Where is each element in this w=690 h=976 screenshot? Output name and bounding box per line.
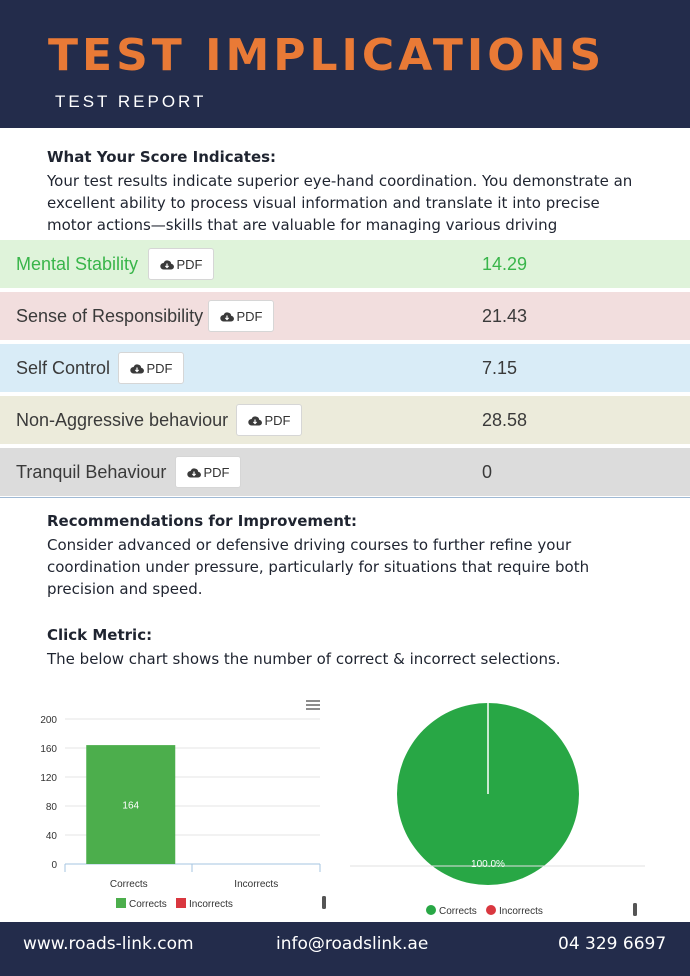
bar-x-tick-label: Corrects bbox=[110, 879, 148, 890]
score-name: Non-Aggressive behaviour bbox=[16, 409, 229, 430]
click-metric-charts: 0 40 80 120 160 200 164 Corrects Incorrects Corre… bbox=[0, 692, 690, 920]
report-header: TEST IMPLICATIONS TEST REPORT bbox=[0, 0, 690, 128]
pie-legend-label[interactable]: Corrects bbox=[439, 906, 477, 917]
bar-y-tick-label: 120 bbox=[40, 773, 57, 784]
pdf-button-label: PDF bbox=[146, 360, 173, 376]
pdf-download-button[interactable]: PDF bbox=[148, 248, 214, 280]
pie-chart: 100.0% Corrects Incorrects bbox=[350, 703, 645, 917]
pie-data-label: 100.0% bbox=[471, 859, 505, 870]
scrollbar-handle[interactable] bbox=[633, 903, 637, 916]
bar-y-tick-label: 160 bbox=[40, 744, 57, 755]
pie-legend-swatch bbox=[486, 905, 496, 915]
scrollbar-handle[interactable] bbox=[322, 896, 326, 909]
score-row: Self Control PDF 7.15 bbox=[0, 344, 690, 392]
pdf-download-button[interactable]: PDF bbox=[175, 456, 241, 488]
score-name: Tranquil Behaviour bbox=[16, 461, 167, 482]
bar-legend-swatch bbox=[116, 898, 126, 908]
recommendations-heading: Recommendations for Improvement: bbox=[47, 512, 358, 530]
pdf-button-label: PDF bbox=[236, 308, 263, 324]
score-row: Non-Aggressive behaviour PDF 28.58 bbox=[0, 396, 690, 444]
footer-website[interactable]: www.roads-link.com bbox=[23, 934, 194, 954]
score-value: 28.58 bbox=[482, 409, 528, 430]
score-value: 7.15 bbox=[482, 357, 518, 378]
recommendations-body: Consider advanced or defensive driving c… bbox=[47, 536, 590, 598]
pie-legend-label[interactable]: Incorrects bbox=[499, 906, 543, 917]
click-metric-heading: Click Metric: bbox=[47, 626, 153, 644]
footer-phone: 04 329 6697 bbox=[558, 934, 667, 954]
report-title: TEST IMPLICATIONS bbox=[48, 30, 606, 81]
pdf-button-label: PDF bbox=[176, 256, 203, 272]
bar-y-tick-label: 0 bbox=[51, 860, 57, 871]
pie-legend-swatch bbox=[426, 905, 436, 915]
pdf-download-button[interactable]: PDF bbox=[118, 352, 184, 384]
score-row: Tranquil Behaviour PDF 0 bbox=[0, 448, 690, 496]
cloud-download-icon bbox=[159, 259, 174, 270]
pdf-button-label: PDF bbox=[203, 464, 230, 480]
bar-legend-label[interactable]: Corrects bbox=[129, 899, 167, 910]
bar-legend-label[interactable]: Incorrects bbox=[189, 899, 233, 910]
cloud-download-icon bbox=[219, 311, 234, 322]
cloud-download-icon bbox=[129, 363, 144, 374]
bar-corrects[interactable] bbox=[86, 745, 176, 864]
cloud-download-icon bbox=[186, 467, 201, 478]
bar-x-tick-label: Incorrects bbox=[234, 879, 278, 890]
bar-legend-swatch bbox=[176, 898, 186, 908]
score-value: 0 bbox=[482, 461, 493, 482]
score-section-body: Your test results indicate superior eye-… bbox=[47, 172, 633, 234]
bar-y-tick-label: 200 bbox=[40, 715, 57, 726]
score-name: Mental Stability bbox=[16, 253, 139, 274]
report-subtitle: TEST REPORT bbox=[55, 92, 207, 111]
pdf-button-label: PDF bbox=[264, 412, 291, 428]
score-row: Mental Stability PDF 14.29 bbox=[0, 240, 690, 288]
click-metric-body: The below chart shows the number of corr… bbox=[47, 650, 561, 668]
bar-y-tick-label: 80 bbox=[46, 802, 58, 813]
chart-menu-icon[interactable] bbox=[306, 700, 320, 710]
score-value: 21.43 bbox=[482, 305, 528, 326]
report-footer: www.roads-link.com info@roadslink.ae 04 … bbox=[0, 922, 690, 976]
charts-svg: 0 40 80 120 160 200 164 Corrects Incorrects Corre… bbox=[40, 700, 645, 917]
score-name: Sense of Responsibility bbox=[16, 305, 204, 326]
bar-y-tick-label: 40 bbox=[46, 831, 58, 842]
score-table: Mental Stability PDF 14.29 Sense of Respons… bbox=[0, 240, 690, 498]
cloud-download-icon bbox=[247, 415, 262, 426]
pdf-download-button[interactable]: PDF bbox=[208, 300, 274, 332]
pdf-download-button[interactable]: PDF bbox=[236, 404, 302, 436]
score-name: Self Control bbox=[16, 357, 111, 378]
bar-data-label: 164 bbox=[122, 801, 139, 812]
footer-email[interactable]: info@roadslink.ae bbox=[276, 934, 429, 954]
bar-chart: 0 40 80 120 160 200 164 Corrects Incorrects Corre… bbox=[40, 700, 326, 910]
score-value: 14.29 bbox=[482, 253, 528, 274]
score-section-heading: What Your Score Indicates: bbox=[47, 148, 277, 166]
score-row: Sense of Responsibility PDF 21.43 bbox=[0, 292, 690, 340]
